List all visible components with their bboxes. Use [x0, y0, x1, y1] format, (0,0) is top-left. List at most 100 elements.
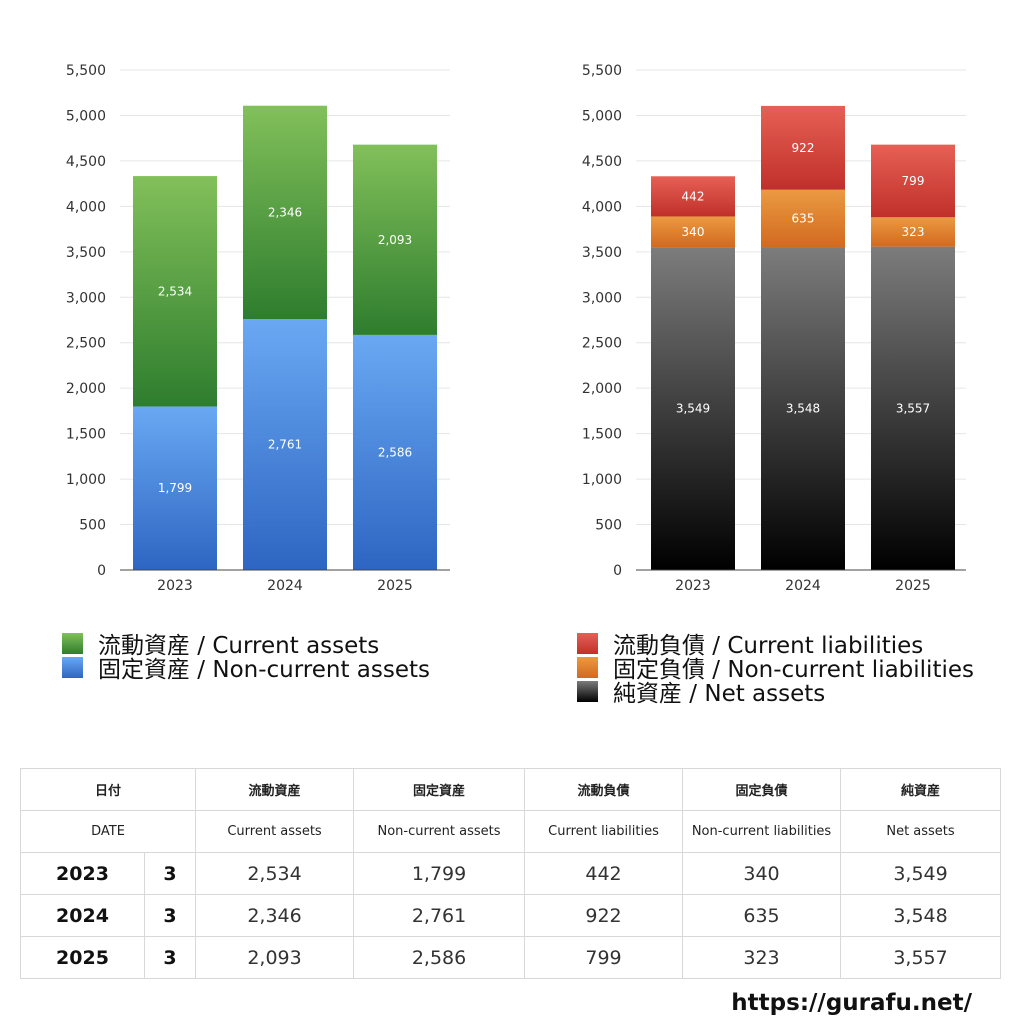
row-year: 2023 — [20, 852, 145, 895]
bar-value-label: 922 — [792, 141, 815, 155]
header-date-ja: 日付 — [19, 768, 197, 811]
y-tick-label: 3,500 — [66, 245, 106, 261]
legend-swatch — [577, 632, 598, 654]
bar-value-label: 340 — [682, 225, 705, 239]
bar-segment — [651, 247, 735, 570]
legend-label: 固定資産 / Non-current assets — [98, 657, 431, 683]
cell-current-liabilities: 922 — [524, 894, 684, 937]
table-row: 2025 3 2,093 2,586 799 323 3,557 — [20, 936, 1002, 979]
bar-segment — [761, 189, 845, 248]
cell-net-assets: 3,557 — [840, 936, 1002, 979]
y-tick-label: 4,500 — [66, 154, 106, 170]
legend-label: 流動負債 / Current liabilities — [613, 633, 924, 659]
cell-current-liabilities: 442 — [524, 852, 684, 895]
header-non-current-assets-en: Non-current assets — [353, 810, 526, 853]
data-table: 日付 流動資産 固定資産 流動負債 固定負債 純資産 DATE Current … — [19, 768, 1002, 979]
row-month: 3 — [143, 894, 197, 937]
table-header-en: DATE Current assets Non-current assets C… — [19, 810, 1002, 853]
cell-current-assets: 2,534 — [195, 852, 355, 895]
bar-value-label: 442 — [682, 189, 705, 203]
assets-legend: 流動資産 / Current assets 固定資産 / Non-current … — [62, 631, 430, 683]
y-tick-label: 5,500 — [582, 63, 622, 79]
header-current-liabilities-en: Current liabilities — [524, 810, 684, 853]
cell-current-liabilities: 799 — [524, 936, 684, 979]
bar-value-label: 2,534 — [158, 284, 192, 298]
liabilities-chart: 0 500 1,000 1,500 2,000 2,500 3,000 3,500 4,000 4… — [582, 63, 966, 594]
y-tick-label: 1,500 — [582, 427, 622, 443]
y-tick-label: 5,000 — [66, 108, 106, 124]
legend-item: 固定負債 / Non-current liabilities — [577, 655, 974, 683]
legend-item: 流動負債 / Current liabilities — [577, 631, 974, 659]
bar-value-label: 2,761 — [268, 438, 302, 452]
legend-label: 純資産 / Net assets — [613, 681, 826, 707]
y-tick-label: 2,500 — [582, 336, 622, 352]
header-current-assets-ja: 流動資産 — [195, 768, 355, 811]
legend-label: 流動資産 / Current assets — [98, 633, 380, 659]
y-tick-label: 3,000 — [66, 290, 106, 306]
bar-segment — [871, 144, 955, 218]
x-tick-label: 2025 — [377, 578, 413, 594]
bar-segment — [651, 216, 735, 248]
bar-segment — [243, 319, 327, 570]
header-non-current-liabilities-en: Non-current liabilities — [682, 810, 842, 853]
x-tick-label: 2023 — [157, 578, 193, 594]
x-tick-label: 2025 — [895, 578, 931, 594]
cell-current-assets: 2,093 — [195, 936, 355, 979]
legend-swatch — [62, 632, 83, 654]
header-current-liabilities-ja: 流動負債 — [524, 768, 684, 811]
cell-current-assets: 2,346 — [195, 894, 355, 937]
bar-segment — [651, 176, 735, 217]
charts-canvas: 0 500 1,000 1,500 2,000 2,500 3,000 3,500 4,000 4… — [66, 63, 966, 594]
bar-segment — [761, 247, 845, 571]
bar-value-label: 2,586 — [378, 445, 412, 459]
bar-segment — [761, 105, 845, 190]
y-tick-label: 3,500 — [582, 245, 622, 261]
bar-value-label: 1,799 — [158, 481, 192, 495]
bar-value-label: 3,557 — [896, 401, 930, 415]
legend-item: 固定資産 / Non-current assets — [62, 655, 430, 683]
bar-value-label: 635 — [792, 212, 815, 226]
legend-swatch — [577, 680, 598, 702]
bar-value-label: 2,093 — [378, 233, 412, 247]
y-tick-label: 1,000 — [582, 472, 622, 488]
cell-non-current-assets: 2,761 — [353, 894, 526, 937]
row-month: 3 — [143, 852, 197, 895]
legend-swatch — [577, 656, 598, 678]
cell-net-assets: 3,548 — [840, 894, 1002, 937]
y-tick-label: 2,000 — [582, 381, 622, 397]
bar-value-label: 3,549 — [676, 402, 710, 416]
header-net-assets-en: Net assets — [840, 810, 1002, 853]
cell-non-current-liabilities: 323 — [682, 936, 842, 979]
bar-value-label: 3,548 — [786, 402, 820, 416]
bar-value-label: 799 — [902, 174, 925, 188]
legend-item: 流動資産 / Current assets — [62, 631, 430, 659]
y-tick-label: 500 — [79, 518, 106, 534]
bar-segment — [871, 246, 955, 571]
legend-item: 純資産 / Net assets — [577, 679, 974, 707]
y-tick-label: 3,000 — [582, 290, 622, 306]
y-tick-label: 4,000 — [582, 199, 622, 215]
row-year: 2024 — [20, 894, 145, 937]
legend-swatch — [62, 656, 83, 678]
header-date-en: DATE — [19, 810, 197, 853]
cell-non-current-liabilities: 635 — [682, 894, 842, 937]
y-tick-label: 5,500 — [66, 63, 106, 79]
header-net-assets-ja: 純資産 — [840, 768, 1002, 811]
header-non-current-liabilities-ja: 固定負債 — [682, 768, 842, 811]
y-tick-label: 2,500 — [66, 336, 106, 352]
y-tick-label: 2,000 — [66, 381, 106, 397]
y-tick-label: 0 — [613, 563, 622, 579]
bar-segment — [243, 105, 327, 320]
x-tick-label: 2024 — [785, 578, 821, 594]
header-current-assets-en: Current assets — [195, 810, 355, 853]
cell-non-current-liabilities: 340 — [682, 852, 842, 895]
y-tick-label: 4,000 — [66, 199, 106, 215]
header-non-current-assets-ja: 固定資産 — [353, 768, 526, 811]
row-month: 3 — [143, 936, 197, 979]
y-tick-label: 5,000 — [582, 108, 622, 124]
table-row: 2023 3 2,534 1,799 442 340 3,549 — [20, 852, 1002, 895]
site-url: https://gurafu.net/ — [731, 990, 972, 1016]
y-tick-label: 0 — [97, 563, 106, 579]
y-tick-label: 1,500 — [66, 427, 106, 443]
liabilities-legend: 流動負債 / Current liabilities 固定負債 / Non-cur… — [577, 631, 974, 707]
